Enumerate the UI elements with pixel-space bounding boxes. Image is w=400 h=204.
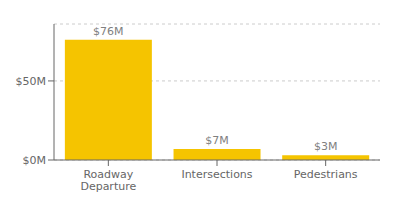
svg-text:$0M: $0M <box>23 154 47 167</box>
svg-text:$50M: $50M <box>16 75 47 88</box>
svg-text:Pedestrians: Pedestrians <box>294 168 358 181</box>
svg-text:$76M: $76M <box>93 25 124 38</box>
svg-text:$7M: $7M <box>205 134 229 147</box>
svg-text:RoadwayDeparture: RoadwayDeparture <box>80 168 136 193</box>
svg-text:Intersections: Intersections <box>181 168 252 181</box>
svg-text:$3M: $3M <box>314 140 338 153</box>
